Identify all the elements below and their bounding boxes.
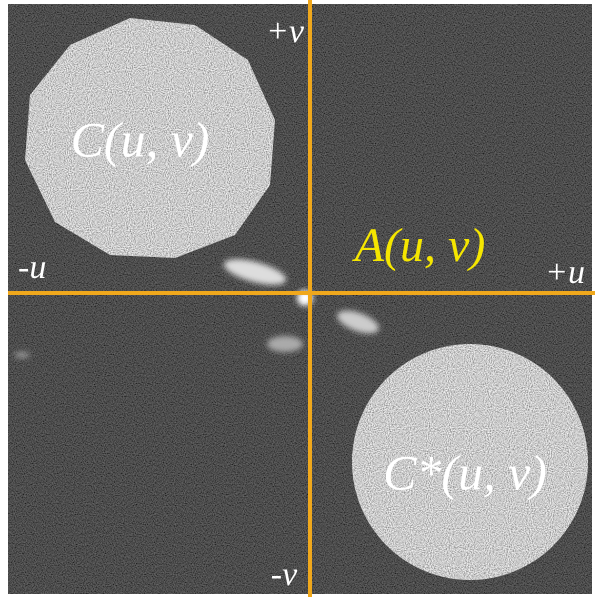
plus-u-label: +u xyxy=(545,254,585,291)
c-label: C(u, v) xyxy=(71,111,210,167)
a-label: A(u, v) xyxy=(352,219,486,272)
minus-u-label: -u xyxy=(18,249,46,286)
c-conj-label: C*(u, v) xyxy=(383,444,547,500)
plus-v-label: +v xyxy=(266,13,305,50)
page: +v -v -u +u C(u, v) C*(u, v) A(u, v) (()… xyxy=(0,0,595,597)
minus-v-label: -v xyxy=(271,556,298,593)
spectrum-figure: +v -v -u +u C(u, v) C*(u, v) A(u, v) xyxy=(0,0,595,597)
